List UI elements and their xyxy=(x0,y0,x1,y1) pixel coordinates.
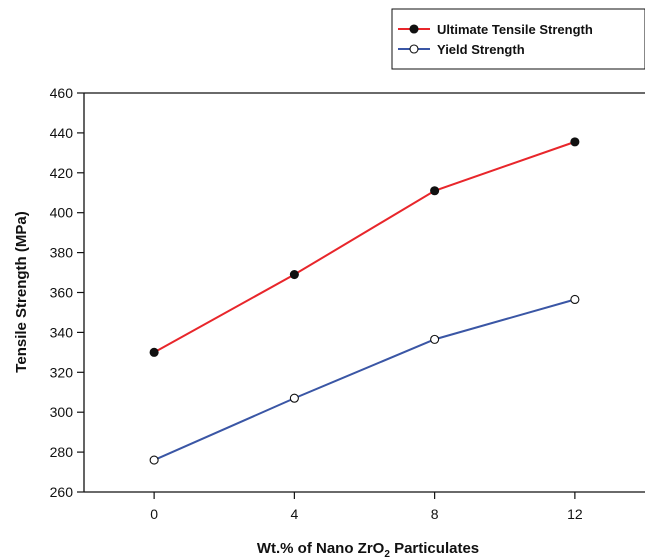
legend: Ultimate Tensile Strength Yield Strength xyxy=(391,8,645,70)
data-point-ultimate-tensile-strength xyxy=(289,269,299,280)
y-tick-label: 260 xyxy=(50,484,74,500)
y-axis-label: Tensile Strength (MPa) xyxy=(13,211,30,372)
data-point-yield-strength xyxy=(570,294,580,305)
x-tick-label: 8 xyxy=(431,506,439,522)
y-tick-label: 420 xyxy=(50,165,74,181)
data-point-ultimate-tensile-strength xyxy=(570,137,580,147)
data-point-yield-strength xyxy=(149,455,159,465)
data-point-ultimate-tensile-strength xyxy=(149,347,159,357)
x-axis-label-subscript: 2 xyxy=(384,549,390,559)
y-tick-label: 280 xyxy=(50,444,74,460)
legend-box xyxy=(391,8,645,70)
series-layer xyxy=(149,137,580,465)
x-axis-label: Wt.% of Nano ZrO2 Particulates xyxy=(257,540,479,559)
plot-frame xyxy=(83,92,645,493)
x-axis-label-main: Wt.% of Nano ZrO xyxy=(257,540,385,557)
y-tick-label: 440 xyxy=(50,125,74,141)
data-point-yield-strength xyxy=(430,334,440,344)
series-line-ultimate-tensile-strength xyxy=(153,140,576,354)
y-tick-label: 380 xyxy=(50,245,74,261)
x-axis-label-tail: Particulates xyxy=(390,540,479,557)
legend-marker-ultimate-tensile-strength xyxy=(409,24,419,34)
y-tick-label: 360 xyxy=(50,285,74,301)
y-tick-label: 300 xyxy=(50,404,74,420)
y-ticks: 260 280 300 320 340 360 380 400 420 440 460 xyxy=(50,85,84,500)
x-tick-label: 4 xyxy=(290,506,298,522)
legend-label-ultimate-tensile-strength: Ultimate Tensile Strength xyxy=(437,22,593,37)
legend-label-yield-strength: Yield Strength xyxy=(437,42,525,57)
y-tick-label: 460 xyxy=(50,85,74,101)
legend-marker-yield-strength xyxy=(409,44,419,54)
data-point-ultimate-tensile-strength xyxy=(430,186,440,196)
x-ticks: 0 4 8 12 xyxy=(150,492,583,522)
y-tick-label: 340 xyxy=(50,324,74,340)
series-line-yield-strength xyxy=(153,298,576,461)
data-point-yield-strength xyxy=(289,393,299,403)
y-tick-label: 400 xyxy=(50,205,74,221)
y-tick-label: 320 xyxy=(50,364,74,380)
x-tick-label: 12 xyxy=(567,506,583,522)
x-tick-label: 0 xyxy=(150,506,158,522)
